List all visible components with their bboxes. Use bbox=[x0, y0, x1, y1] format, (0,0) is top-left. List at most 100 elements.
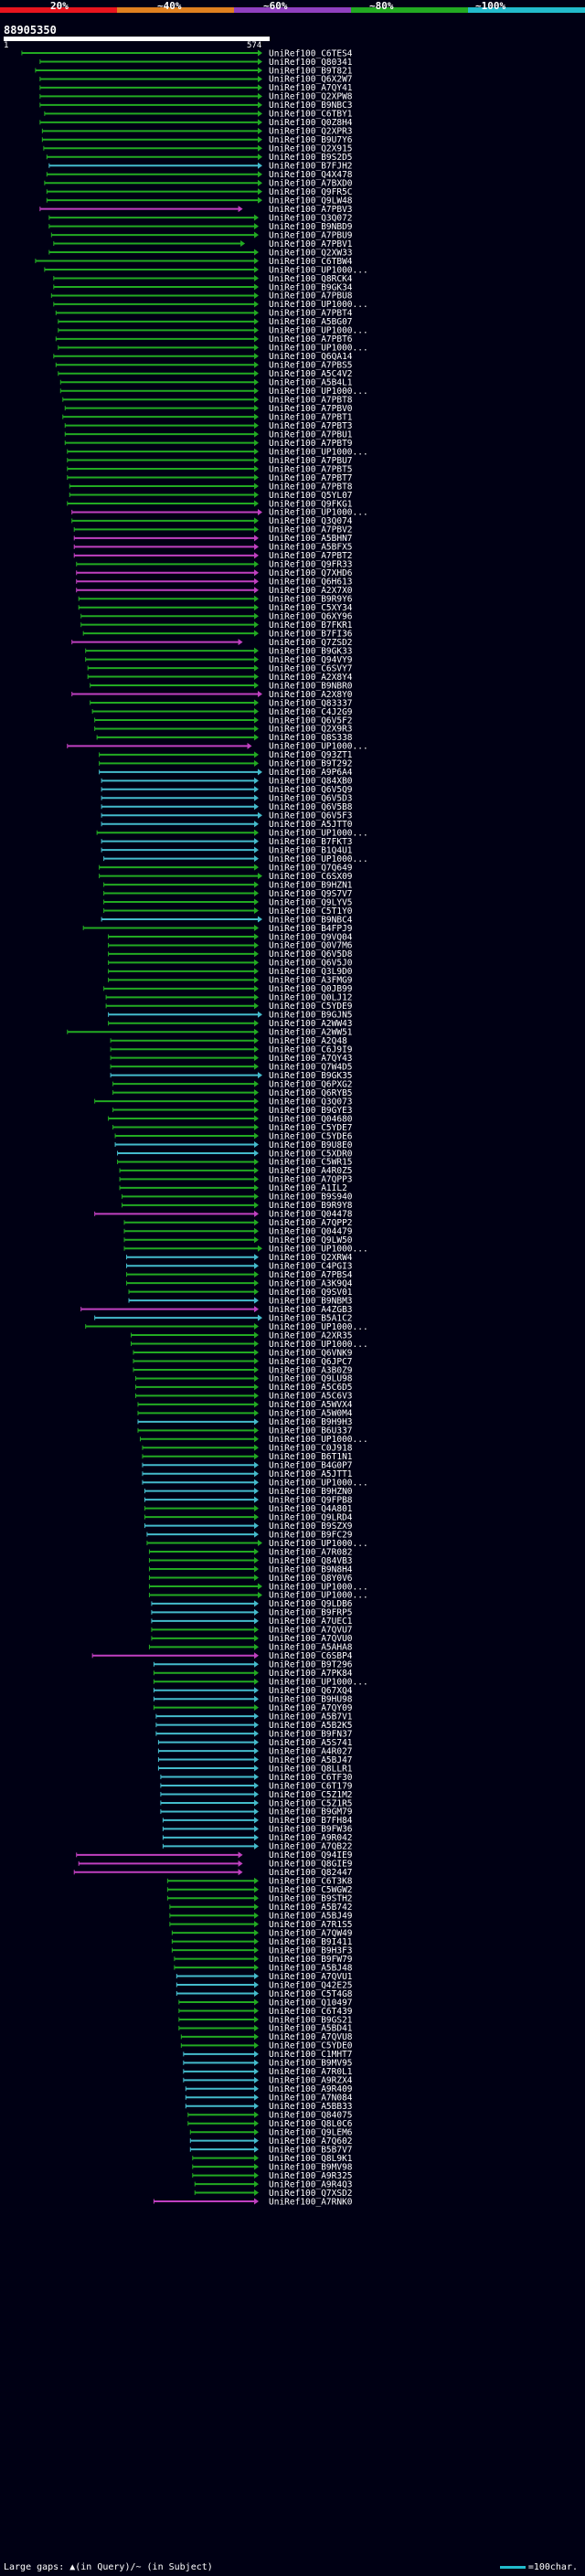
hit-label[interactable]: UniRef100_Q4X478 bbox=[269, 170, 353, 180]
hit-label[interactable]: UniRef100_A5C6D5 bbox=[269, 1383, 353, 1393]
hit-label[interactable]: UniRef100_B7FKR1 bbox=[269, 620, 353, 631]
hit-label[interactable]: UniRef100_UP1000... bbox=[269, 1479, 368, 1489]
hit-label[interactable]: UniRef100_B9H3F3 bbox=[269, 1945, 353, 1956]
hit-label[interactable]: UniRef100_Q67XQ4 bbox=[269, 1686, 353, 1696]
hit-label[interactable]: UniRef100_Q6V5J0 bbox=[269, 959, 353, 969]
hit-label[interactable]: UniRef100_A7PBU7 bbox=[269, 456, 353, 466]
hit-label[interactable]: UniRef100_B9NBR0 bbox=[269, 681, 353, 691]
hit-label[interactable]: UniRef100_Q3Q074 bbox=[269, 516, 353, 526]
hit-label[interactable]: UniRef100_A5W0M4 bbox=[269, 1409, 353, 1419]
hit-label[interactable]: UniRef100_B5B7V7 bbox=[269, 2145, 353, 2155]
hit-label[interactable]: UniRef100_Q6V5B8 bbox=[269, 802, 353, 812]
hit-label[interactable]: UniRef100_UP1000... bbox=[269, 508, 368, 518]
hit-label[interactable]: UniRef100_Q9LEM6 bbox=[269, 2128, 353, 2138]
hit-label[interactable]: UniRef100_A7N084 bbox=[269, 2094, 353, 2104]
hit-label[interactable]: UniRef100_Q6JPC7 bbox=[269, 1357, 353, 1367]
hit-label[interactable]: UniRef100_A7PK84 bbox=[269, 1669, 353, 1679]
hit-label[interactable]: UniRef100_B9S2D5 bbox=[269, 153, 353, 163]
hit-label[interactable]: UniRef100_A4R027 bbox=[269, 1746, 353, 1756]
hit-label[interactable]: UniRef100_B1Q4U1 bbox=[269, 845, 353, 855]
hit-label[interactable]: UniRef100_B6U337 bbox=[269, 1426, 353, 1436]
hit-label[interactable]: UniRef100_C5XY34 bbox=[269, 603, 353, 613]
hit-label[interactable]: UniRef100_A9R4Q3 bbox=[269, 2179, 353, 2189]
hit-label[interactable]: UniRef100_Q6RYB5 bbox=[269, 1088, 353, 1098]
hit-label[interactable]: UniRef100_A1IL2 bbox=[269, 1183, 347, 1193]
hit-label[interactable]: UniRef100_A5JTT1 bbox=[269, 1469, 353, 1479]
hit-label[interactable]: UniRef100_A5B7V1 bbox=[269, 1712, 353, 1722]
hit-label[interactable]: UniRef100_Q84075 bbox=[269, 2111, 353, 2121]
hit-label[interactable]: UniRef100_A7QVU7 bbox=[269, 1626, 353, 1636]
hit-label[interactable]: UniRef100_UP1000... bbox=[269, 326, 368, 336]
hit-label[interactable]: UniRef100_Q9LRD4 bbox=[269, 1512, 353, 1522]
hit-label[interactable]: UniRef100_A7PBU1 bbox=[269, 429, 353, 440]
hit-label[interactable]: UniRef100_B9MV95 bbox=[269, 2059, 353, 2069]
hit-label[interactable]: UniRef100_UP1000... bbox=[269, 1678, 368, 1688]
hit-label[interactable]: UniRef100_A7RNK0 bbox=[269, 2197, 353, 2207]
hit-label[interactable]: UniRef100_A7QY41 bbox=[269, 83, 353, 93]
hit-label[interactable]: UniRef100_A3FMG9 bbox=[269, 976, 353, 986]
hit-label[interactable]: UniRef100_A7QPP3 bbox=[269, 1175, 353, 1185]
hit-label[interactable]: UniRef100_UP1000... bbox=[269, 1245, 368, 1255]
hit-label[interactable]: UniRef100_Q4A801 bbox=[269, 1504, 353, 1514]
hit-label[interactable]: UniRef100_B9HZN1 bbox=[269, 880, 353, 890]
hit-label[interactable]: UniRef100_C4J2G9 bbox=[269, 707, 353, 717]
hit-label[interactable]: UniRef100_Q83337 bbox=[269, 698, 353, 708]
hit-label[interactable]: UniRef100_A7PBV0 bbox=[269, 404, 353, 414]
hit-label[interactable]: UniRef100_A5AHA8 bbox=[269, 1643, 353, 1653]
hit-label[interactable]: UniRef100_Q6XY96 bbox=[269, 612, 353, 622]
hit-label[interactable]: UniRef100_UP1000... bbox=[269, 344, 368, 354]
hit-label[interactable]: UniRef100_A7PBU8 bbox=[269, 292, 353, 302]
hit-label[interactable]: UniRef100_UP1000... bbox=[269, 1322, 368, 1332]
hit-label[interactable]: UniRef100_B9FW79 bbox=[269, 1955, 353, 1965]
hit-label[interactable]: UniRef100_B9U7Y6 bbox=[269, 135, 353, 145]
hit-label[interactable]: UniRef100_B5A1C2 bbox=[269, 1313, 353, 1323]
hit-label[interactable]: UniRef100_Q84VB3 bbox=[269, 1556, 353, 1566]
hit-label[interactable]: UniRef100_Q10497 bbox=[269, 1998, 353, 2008]
hit-label[interactable]: UniRef100_B9NBC3 bbox=[269, 101, 353, 111]
hit-label[interactable]: UniRef100_Q8LLR1 bbox=[269, 1764, 353, 1774]
hit-label[interactable]: UniRef100_B9R9Y6 bbox=[269, 595, 353, 605]
hit-label[interactable]: UniRef100_C6TBY1 bbox=[269, 110, 353, 120]
hit-label[interactable]: UniRef100_UP1000... bbox=[269, 1539, 368, 1549]
hit-label[interactable]: UniRef100_Q9LW50 bbox=[269, 1235, 353, 1246]
hit-label[interactable]: UniRef100_B6T1N1 bbox=[269, 1452, 353, 1462]
hit-label[interactable]: UniRef100_Q2X9R3 bbox=[269, 725, 353, 735]
hit-label[interactable]: UniRef100_A7QVU1 bbox=[269, 1972, 353, 1982]
hit-label[interactable]: UniRef100_UP1000... bbox=[269, 1435, 368, 1445]
hit-label[interactable]: UniRef100_A2WW51 bbox=[269, 1028, 353, 1038]
hit-label[interactable]: UniRef100_A5B4L1 bbox=[269, 378, 353, 388]
hit-label[interactable]: UniRef100_A7BXD0 bbox=[269, 179, 353, 189]
hit-label[interactable]: UniRef100_A2Q48 bbox=[269, 1036, 347, 1046]
hit-label[interactable]: UniRef100_A7PBT7 bbox=[269, 473, 353, 483]
hit-label[interactable]: UniRef100_B4G0P7 bbox=[269, 1461, 353, 1471]
hit-label[interactable]: UniRef100_UP1000... bbox=[269, 742, 368, 752]
hit-label[interactable]: UniRef100_UP1000... bbox=[269, 300, 368, 310]
hit-label[interactable]: UniRef100_Q2X915 bbox=[269, 144, 353, 154]
hit-label[interactable]: UniRef100_B9HZN0 bbox=[269, 1487, 353, 1497]
hit-label[interactable]: UniRef100_UP1000... bbox=[269, 1582, 368, 1592]
hit-label[interactable]: UniRef100_A7PBT8 bbox=[269, 396, 353, 406]
hit-label[interactable]: UniRef100_Q0V7M6 bbox=[269, 941, 353, 951]
hit-label[interactable]: UniRef100_A5BJ47 bbox=[269, 1755, 353, 1765]
hit-label[interactable]: UniRef100_A9R409 bbox=[269, 2084, 353, 2094]
hit-label[interactable]: UniRef100_Q0LJ12 bbox=[269, 993, 353, 1003]
hit-label[interactable]: UniRef100_UP1000... bbox=[269, 854, 368, 864]
hit-label[interactable]: UniRef100_A7PBT3 bbox=[269, 421, 353, 431]
hit-label[interactable]: UniRef100_UP1000... bbox=[269, 829, 368, 839]
hit-label[interactable]: UniRef100_C0J918 bbox=[269, 1444, 353, 1454]
hit-label[interactable]: UniRef100_B9GK33 bbox=[269, 646, 353, 656]
hit-label[interactable]: UniRef100_B9GS21 bbox=[269, 2015, 353, 2025]
hit-label[interactable]: UniRef100_Q8L9K1 bbox=[269, 2154, 353, 2164]
hit-label[interactable]: UniRef100_C4PGI3 bbox=[269, 1262, 353, 1272]
hit-label[interactable]: UniRef100_Q8RCK4 bbox=[269, 274, 353, 284]
hit-label[interactable]: UniRef100_C5XDR0 bbox=[269, 1149, 353, 1159]
hit-label[interactable]: UniRef100_C6T3K8 bbox=[269, 1877, 353, 1887]
hit-label[interactable]: UniRef100_Q80341 bbox=[269, 58, 353, 68]
hit-label[interactable]: UniRef100_Q9LDB6 bbox=[269, 1599, 353, 1609]
hit-label[interactable]: UniRef100_Q6H613 bbox=[269, 578, 353, 588]
hit-label[interactable]: UniRef100_A5B2K5 bbox=[269, 1721, 353, 1731]
hit-label[interactable]: UniRef100_Q2XRW4 bbox=[269, 1253, 353, 1263]
hit-label[interactable]: UniRef100_B9MV98 bbox=[269, 2162, 353, 2172]
hit-label[interactable]: UniRef100_A7QY43 bbox=[269, 1054, 353, 1064]
hit-label[interactable]: UniRef100_A4ZGB3 bbox=[269, 1305, 353, 1315]
